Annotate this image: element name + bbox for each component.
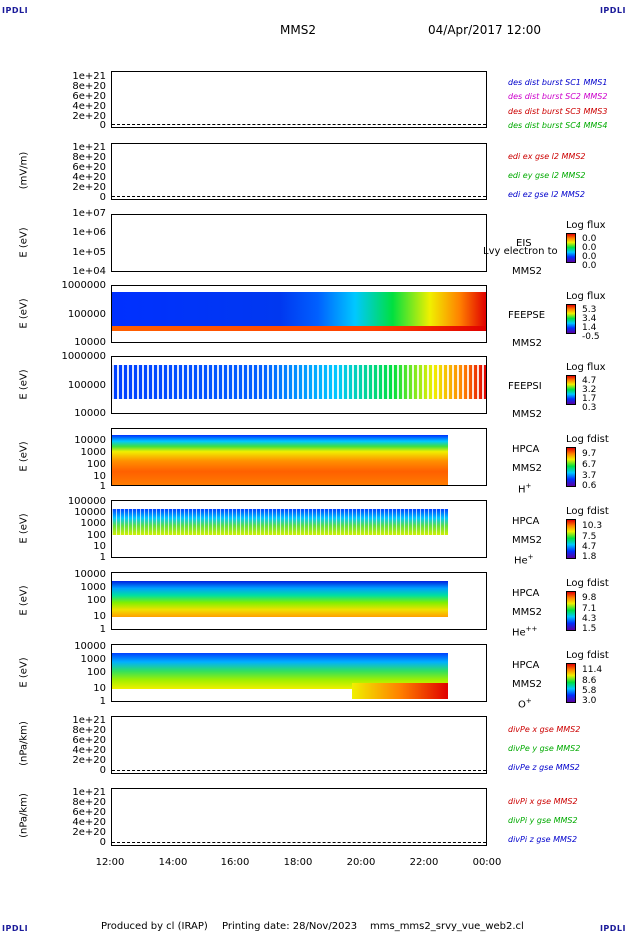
colorbar-p6 — [566, 447, 576, 487]
y-label-p2: (mV/m) — [18, 151, 30, 190]
legend-divpe-y: divPe y gse MMS2 — [508, 744, 581, 753]
cb-title-p3: Log flux — [566, 220, 606, 231]
cb-title-p4: Log flux — [566, 291, 606, 302]
hpca-hepp-spectrum — [112, 581, 448, 617]
legend-des-sc4: des dist burst SC4 MMS4 — [508, 121, 608, 130]
legend-divpe-z: divPe z gse MMS2 — [508, 763, 580, 772]
y-label-p7: E (eV) — [18, 513, 30, 544]
colorbar-p5 — [566, 375, 576, 405]
cb-title-p8: Log fdist — [566, 578, 609, 589]
sc-feepsi: MMS2 — [512, 409, 542, 420]
legend-divpi-z: divPi z gse MMS2 — [508, 835, 578, 844]
legend-des-sc1: des dist burst SC1 MMS1 — [508, 78, 608, 87]
inst-hpca-he: HPCA — [512, 516, 540, 527]
inst-hpca-hepp: HPCA — [512, 588, 540, 599]
sc-feepse: MMS2 — [512, 338, 542, 349]
panel-hpca-h — [111, 428, 487, 486]
mission-title: MMS2 — [280, 23, 316, 37]
eis-note: Lvy electron to — [483, 246, 558, 257]
panel-divpi — [111, 788, 487, 846]
corner-label-tl: IPDLI — [2, 6, 29, 15]
panel-hpca-he — [111, 500, 487, 558]
panel-des-dist — [111, 71, 487, 128]
hpca-h-spectrum — [112, 435, 448, 485]
legend-edi-ez: edi ez gse l2 MMS2 — [508, 190, 585, 199]
legend-edi-ex: edi ex gse l2 MMS2 — [508, 152, 586, 161]
feepse-lowband — [112, 326, 486, 331]
sc-eis: MMS2 — [512, 266, 542, 277]
species-hepp: He++ — [512, 625, 538, 639]
zero-line — [112, 770, 486, 771]
inst-hpca-h: HPCA — [512, 444, 540, 455]
cb-title-p7: Log fdist — [566, 506, 609, 517]
y-label-p9: E (eV) — [18, 657, 30, 688]
datetime-title: 04/Apr/2017 12:00 — [428, 23, 542, 37]
hpca-he-spectrum — [112, 509, 448, 535]
zero-line — [112, 196, 486, 197]
panel-hpca-o — [111, 644, 487, 702]
feepse-spectrum — [112, 292, 486, 326]
x-tick: 00:00 — [472, 857, 502, 868]
y-label-p6: E (eV) — [18, 441, 30, 472]
footer-file: mms_mms2_srvy_vue_web2.cl — [370, 921, 524, 932]
colorbar-p4 — [566, 304, 576, 334]
sc-hpca-hepp: MMS2 — [512, 607, 542, 618]
footer-printing: Printing date: 28/Nov/2023 — [222, 921, 358, 932]
y-label-p4: E (eV) — [18, 298, 30, 329]
x-tick: 20:00 — [346, 857, 376, 868]
legend-edi-ey: edi ey gse l2 MMS2 — [508, 171, 586, 180]
x-tick: 18:00 — [283, 857, 313, 868]
cb-title-p6: Log fdist — [566, 434, 609, 445]
panel-feepsi — [111, 356, 487, 414]
panel-feepse — [111, 285, 487, 343]
y-label-p11: (nPa/km) — [18, 793, 30, 838]
colorbar-p8 — [566, 591, 576, 631]
legend-des-sc3: des dist burst SC3 MMS3 — [508, 107, 608, 116]
panel-divpe — [111, 716, 487, 774]
panel-edi — [111, 143, 487, 200]
hpca-o-hot — [352, 683, 448, 699]
inst-feepse: FEEPSE — [508, 310, 546, 321]
cb-title-p9: Log fdist — [566, 650, 609, 661]
feepsi-spectrum — [112, 365, 486, 399]
colorbar-p7 — [566, 519, 576, 559]
sc-hpca-h: MMS2 — [512, 463, 542, 474]
inst-feepsi: FEEPSI — [508, 381, 542, 392]
corner-label-br: IPDLI — [599, 924, 626, 933]
footer-produced: Produced by cl (IRAP) — [101, 921, 208, 932]
legend-divpi-x: divPi x gse MMS2 — [508, 797, 578, 806]
legend-divpe-x: divPe x gse MMS2 — [508, 725, 581, 734]
x-tick: 14:00 — [158, 857, 188, 868]
legend-divpi-y: divPi y gse MMS2 — [508, 816, 578, 825]
x-tick: 22:00 — [409, 857, 439, 868]
colorbar-p9 — [566, 663, 576, 703]
x-tick: 16:00 — [220, 857, 250, 868]
cb-title-p5: Log flux — [566, 362, 606, 373]
panel-eis — [111, 214, 487, 272]
y-label-p8: E (eV) — [18, 585, 30, 616]
y-label-p5: E (eV) — [18, 369, 30, 400]
zero-line — [112, 124, 486, 125]
zero-line — [112, 842, 486, 843]
sc-hpca-he: MMS2 — [512, 535, 542, 546]
corner-label-tr: IPDLI — [599, 6, 626, 15]
species-o: O+ — [518, 697, 532, 711]
colorbar-p3 — [566, 233, 576, 263]
y-label-p3: E (eV) — [18, 227, 30, 258]
species-he: He+ — [514, 553, 534, 567]
species-h: H+ — [518, 482, 532, 496]
x-tick: 12:00 — [95, 857, 125, 868]
inst-hpca-o: HPCA — [512, 660, 540, 671]
legend-des-sc2: des dist burst SC2 MMS2 — [508, 92, 608, 101]
y-label-p10: (nPa/km) — [18, 721, 30, 766]
inst-eis: EIS — [516, 238, 532, 249]
panel-hpca-hepp — [111, 572, 487, 630]
sc-hpca-o: MMS2 — [512, 679, 542, 690]
corner-label-bl: IPDLI — [2, 924, 29, 933]
